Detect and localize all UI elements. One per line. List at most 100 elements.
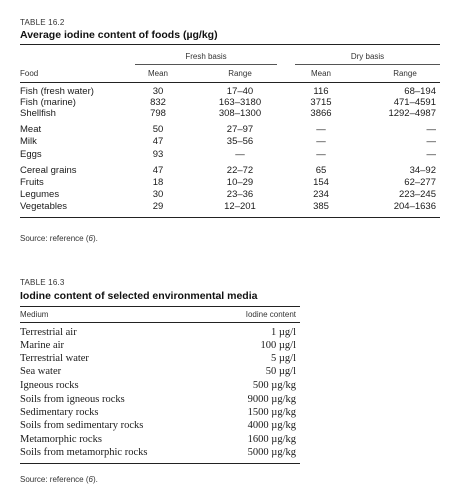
content-cell: 5 µg/l [270, 353, 296, 364]
dry-mean-cell: — [316, 124, 326, 135]
medium-cell: Soils from metamorphic rocks [20, 447, 148, 458]
dry-mean-cell: 154 [313, 177, 329, 188]
table1-bottom-rule [20, 217, 440, 218]
table1-col-fresh-range: Range [228, 69, 252, 78]
fresh-mean-cell: 18 [152, 177, 164, 188]
source-ref: 6 [88, 234, 93, 243]
table1-col-fresh-mean: Mean [147, 69, 168, 78]
table2-title: Iodine content of selected environmental… [20, 290, 258, 302]
fresh-mean-cell: 47 [152, 165, 164, 176]
dry-mean-cell: 234 [313, 189, 329, 200]
table1-group-dry: Dry basis [350, 52, 385, 61]
medium-cell: Soils from sedimentary rocks [20, 420, 144, 431]
dry-mean-cell: 385 [313, 201, 329, 212]
fresh-mean-cell: 30 [152, 86, 164, 97]
dry-range-cell: — [426, 124, 437, 135]
table2-header-rule [20, 322, 300, 323]
fresh-range-cell: 10–29 [226, 177, 254, 188]
dry-mean-cell: 3866 [310, 108, 332, 119]
food-cell: Fish (fresh water) [20, 86, 94, 97]
table1-group-fresh: Fresh basis [185, 52, 227, 61]
food-cell: Eggs [20, 149, 42, 160]
table1-title: Average iodine content of foods (µg/kg) [20, 29, 218, 41]
fresh-range-cell: 17–40 [226, 86, 254, 97]
fresh-mean-cell: 30 [152, 189, 164, 200]
fresh-range-cell: 163–3180 [218, 97, 262, 108]
content-cell: 1600 µg/kg [247, 434, 296, 445]
fresh-mean-cell: 50 [152, 124, 164, 135]
dry-mean-cell: — [316, 149, 326, 160]
source-suffix: ). [92, 234, 98, 243]
table2-source: Source: reference (6). [20, 475, 98, 484]
table2-label: TABLE 16.3 [20, 278, 65, 287]
dry-mean-cell: 3715 [310, 97, 332, 108]
medium-cell: Soils from igneous rocks [20, 394, 125, 405]
food-cell: Fish (marine) [20, 97, 76, 108]
medium-cell: Sedimentary rocks [20, 407, 99, 418]
medium-cell: Metamorphic rocks [20, 434, 102, 445]
table1-col-dry-mean: Mean [310, 69, 331, 78]
table2-col-medium: Medium [20, 310, 49, 319]
food-cell: Meat [20, 124, 42, 135]
source-ref: 6 [88, 475, 93, 484]
dry-range-cell: 34–92 [409, 165, 436, 176]
fresh-range-cell: 27–97 [226, 124, 254, 135]
fresh-range-cell: 35–56 [226, 136, 254, 147]
food-cell: Shellfish [20, 108, 56, 119]
fresh-mean-cell: 29 [152, 201, 164, 212]
fresh-range-cell: 22–72 [226, 165, 254, 176]
fresh-mean-cell: 93 [152, 149, 164, 160]
content-cell: 50 µg/l [265, 366, 296, 377]
source-prefix: Source: reference ( [20, 475, 89, 484]
dry-range-cell: — [426, 149, 437, 160]
dry-range-cell: — [426, 136, 437, 147]
food-cell: Milk [20, 136, 37, 147]
content-cell: 1 µg/l [270, 327, 296, 338]
fresh-range-cell: 308–1300 [218, 108, 262, 119]
table1-label: TABLE 16.2 [20, 18, 65, 27]
dry-mean-cell: 65 [315, 165, 327, 176]
medium-cell: Igneous rocks [20, 380, 79, 391]
table1-top-rule [20, 44, 440, 45]
fresh-range-cell: 12–201 [224, 201, 256, 212]
dry-range-cell: 68–194 [404, 86, 436, 97]
food-cell: Fruits [20, 177, 44, 188]
medium-cell: Marine air [20, 340, 65, 351]
dry-range-cell: 223–245 [399, 189, 436, 200]
medium-cell: Terrestrial air [20, 327, 77, 338]
table1-col-dry-range: Range [393, 69, 417, 78]
content-cell: 9000 µg/kg [247, 394, 296, 405]
dry-range-cell: 204–1636 [393, 201, 436, 212]
fresh-range-cell: 23–36 [226, 189, 254, 200]
table1-col-food: Food [20, 69, 39, 78]
food-cell: Cereal grains [20, 165, 77, 176]
table1-group-fresh-rule [135, 64, 277, 65]
dry-range-cell: 1292–4987 [388, 108, 436, 119]
dry-range-cell: 471–4591 [393, 97, 436, 108]
source-prefix: Source: reference ( [20, 234, 89, 243]
content-cell: 4000 µg/kg [247, 420, 296, 431]
table2-col-content: Iodine content [245, 310, 296, 319]
dry-range-cell: 62–277 [404, 177, 436, 188]
table1-source: Source: reference (6). [20, 234, 98, 243]
dry-mean-cell: 116 [313, 86, 329, 97]
fresh-mean-cell: 832 [150, 97, 166, 108]
fresh-range-cell: — [235, 149, 245, 160]
content-cell: 100 µg/l [260, 340, 296, 351]
table1-header-rule [20, 82, 440, 83]
medium-cell: Sea water [20, 366, 62, 377]
content-cell: 5000 µg/kg [247, 447, 296, 458]
dry-mean-cell: — [316, 136, 326, 147]
fresh-mean-cell: 47 [152, 136, 164, 147]
food-cell: Legumes [20, 189, 60, 200]
source-suffix: ). [92, 475, 98, 484]
fresh-mean-cell: 798 [150, 108, 166, 119]
content-cell: 500 µg/kg [252, 380, 296, 391]
table2-bottom-rule [20, 463, 300, 464]
content-cell: 1500 µg/kg [247, 407, 296, 418]
food-cell: Vegetables [20, 201, 68, 212]
table2-top-rule [20, 306, 300, 307]
table1-group-dry-rule [295, 64, 440, 65]
medium-cell: Terrestrial water [20, 353, 89, 364]
